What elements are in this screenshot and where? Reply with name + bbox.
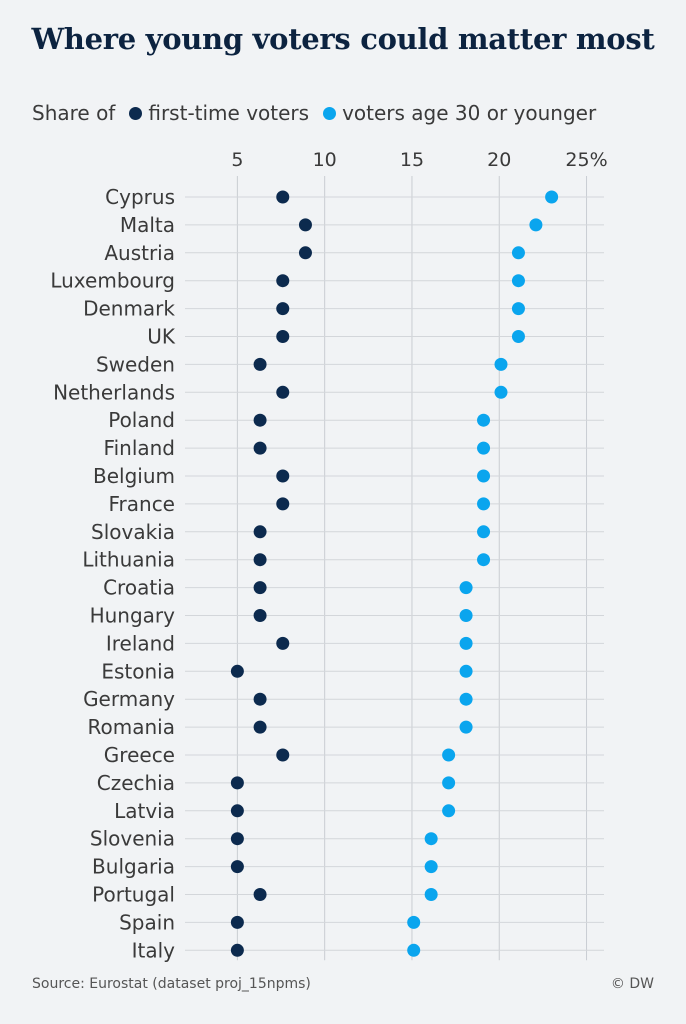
under-30-voter-dot bbox=[459, 636, 473, 650]
legend: Share of first-time voters voters age 30… bbox=[32, 101, 596, 125]
under-30-voter-dot bbox=[545, 190, 559, 204]
x-tick-label: 10 bbox=[313, 149, 337, 171]
category-label: Poland bbox=[108, 408, 175, 432]
first-time-voter-dot bbox=[230, 832, 244, 846]
category-label: Finland bbox=[104, 436, 175, 460]
under-30-voter-dot bbox=[442, 804, 456, 818]
first-time-voter-dot bbox=[253, 692, 267, 706]
under-30-voter-dot bbox=[494, 357, 508, 371]
first-time-voter-dot bbox=[230, 776, 244, 790]
first-time-voter-dot bbox=[276, 190, 290, 204]
category-label: Spain bbox=[119, 910, 175, 934]
first-time-voter-dot bbox=[230, 804, 244, 818]
x-tick-label: 15 bbox=[400, 149, 424, 171]
category-label: Croatia bbox=[103, 576, 175, 600]
under-30-voter-dot bbox=[477, 441, 491, 455]
first-time-voter-dot bbox=[276, 385, 290, 399]
legend-dot-first-time bbox=[129, 106, 143, 120]
category-label: Italy bbox=[132, 938, 176, 962]
legend-label-under-30: voters age 30 or younger bbox=[342, 101, 597, 125]
under-30-voter-dot bbox=[511, 302, 525, 316]
under-30-voter-dot bbox=[494, 385, 508, 399]
first-time-voter-dot bbox=[253, 720, 267, 734]
category-label: Romania bbox=[88, 715, 175, 739]
x-tick-label: 20 bbox=[487, 149, 511, 171]
under-30-voter-dot bbox=[477, 497, 491, 511]
under-30-voter-dot bbox=[477, 553, 491, 567]
first-time-voter-dot bbox=[230, 664, 244, 678]
category-label: Luxembourg bbox=[50, 269, 175, 293]
x-tick-label: 5 bbox=[231, 149, 243, 171]
under-30-voter-dot bbox=[407, 943, 421, 957]
under-30-voter-dot bbox=[407, 915, 421, 929]
under-30-voter-dot bbox=[459, 720, 473, 734]
under-30-voter-dot bbox=[442, 776, 456, 790]
first-time-voter-dot bbox=[276, 274, 290, 288]
x-tick-label: 25% bbox=[565, 149, 607, 171]
under-30-voter-dot bbox=[459, 692, 473, 706]
under-30-voter-dot bbox=[459, 609, 473, 622]
under-30-voter-dot bbox=[424, 832, 438, 846]
category-label: Greece bbox=[104, 743, 175, 767]
category-label: Hungary bbox=[90, 604, 176, 628]
first-time-voter-dot bbox=[298, 246, 312, 260]
first-time-voter-dot bbox=[230, 943, 244, 957]
category-label: Germany bbox=[83, 687, 175, 711]
category-label: Lithuania bbox=[82, 548, 175, 572]
credit: © DW bbox=[610, 976, 654, 992]
under-30-voter-dot bbox=[529, 218, 543, 232]
category-label: Sweden bbox=[96, 352, 175, 376]
under-30-voter-dot bbox=[424, 860, 438, 874]
under-30-voter-dot bbox=[511, 246, 525, 260]
category-label: Bulgaria bbox=[92, 855, 175, 879]
first-time-voter-dot bbox=[276, 636, 290, 650]
under-30-voter-dot bbox=[511, 330, 525, 343]
category-label: Austria bbox=[104, 241, 175, 265]
first-time-voter-dot bbox=[276, 497, 290, 511]
category-label: Portugal bbox=[92, 883, 175, 907]
under-30-voter-dot bbox=[442, 748, 456, 762]
category-label: Malta bbox=[120, 213, 175, 237]
category-label: Denmark bbox=[83, 297, 175, 321]
first-time-voter-dot bbox=[276, 330, 290, 343]
under-30-voter-dot bbox=[511, 274, 525, 288]
first-time-voter-dot bbox=[276, 469, 290, 483]
legend-dot-under-30 bbox=[323, 106, 337, 120]
first-time-voter-dot bbox=[230, 860, 244, 874]
category-label: UK bbox=[147, 325, 176, 349]
first-time-voter-dot bbox=[276, 302, 290, 316]
first-time-voter-dot bbox=[253, 888, 267, 901]
source-note: Source: Eurostat (dataset proj_15npms) bbox=[32, 976, 311, 992]
category-label: Ireland bbox=[106, 631, 175, 655]
legend-prefix: Share of bbox=[32, 101, 116, 125]
under-30-voter-dot bbox=[477, 413, 491, 427]
under-30-voter-dot bbox=[477, 469, 491, 483]
first-time-voter-dot bbox=[253, 581, 267, 595]
category-label: Latvia bbox=[114, 799, 175, 823]
chart-title: Where young voters could matter most bbox=[31, 22, 655, 56]
legend-label-first-time: first-time voters bbox=[148, 101, 310, 125]
under-30-voter-dot bbox=[459, 664, 473, 678]
first-time-voter-dot bbox=[253, 413, 267, 427]
category-label: Cyprus bbox=[105, 185, 175, 209]
first-time-voter-dot bbox=[253, 609, 267, 622]
first-time-voter-dot bbox=[253, 441, 267, 455]
under-30-voter-dot bbox=[424, 888, 438, 901]
first-time-voter-dot bbox=[276, 748, 290, 762]
first-time-voter-dot bbox=[253, 357, 267, 371]
category-label: Slovenia bbox=[90, 827, 175, 851]
first-time-voter-dot bbox=[298, 218, 312, 232]
category-label: Slovakia bbox=[91, 520, 175, 544]
first-time-voter-dot bbox=[253, 525, 267, 539]
category-label: France bbox=[108, 492, 175, 516]
category-label: Netherlands bbox=[53, 380, 175, 404]
category-label: Belgium bbox=[93, 464, 175, 488]
category-label: Estonia bbox=[101, 659, 175, 683]
under-30-voter-dot bbox=[477, 525, 491, 539]
under-30-voter-dot bbox=[459, 581, 473, 595]
category-label: Czechia bbox=[97, 771, 175, 795]
first-time-voter-dot bbox=[253, 553, 267, 567]
first-time-voter-dot bbox=[230, 915, 244, 929]
